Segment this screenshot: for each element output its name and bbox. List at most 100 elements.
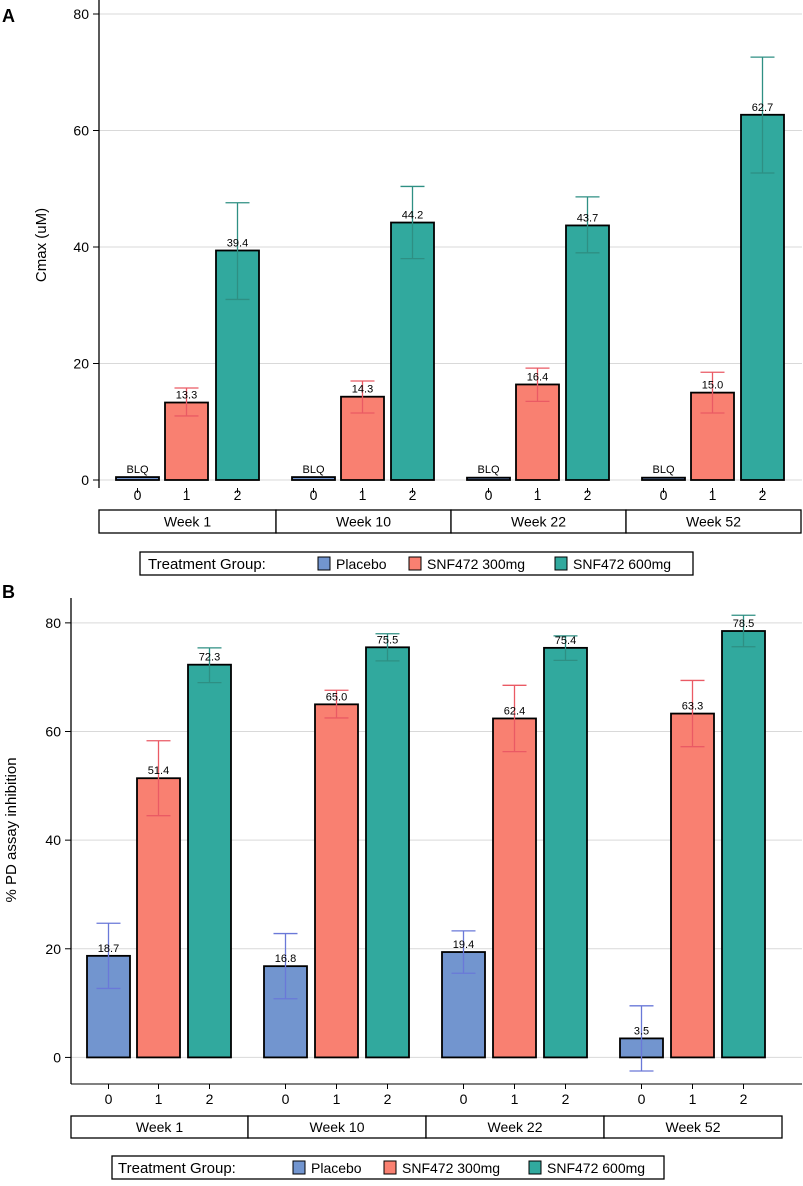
data-label: 18.7 — [98, 943, 119, 955]
y-tick-label: 0 — [81, 472, 89, 488]
bar-placebo — [115, 476, 160, 481]
week-label: Week 52 — [686, 514, 741, 530]
data-label: 14.3 — [352, 384, 373, 396]
y-tick-label: 0 — [53, 1049, 61, 1065]
data-label: 65.0 — [326, 691, 347, 703]
x-tick-label: 2 — [759, 487, 767, 503]
legend-swatch-placebo — [317, 556, 331, 571]
x-tick-label: 2 — [409, 487, 417, 503]
legend-label: SNF472 600mg — [573, 556, 671, 572]
data-label: BLQ — [302, 464, 324, 476]
week-label: Week 22 — [488, 1119, 543, 1135]
legend-label: SNF472 300mg — [427, 556, 525, 572]
data-label: 62.4 — [504, 705, 525, 717]
data-label: 15.0 — [702, 380, 723, 392]
data-label: 3.5 — [634, 1025, 649, 1037]
x-tick-label: 1 — [511, 1091, 519, 1107]
x-tick-label: 0 — [460, 1091, 468, 1107]
y-tick-label: 60 — [45, 724, 61, 740]
data-label: 75.5 — [377, 634, 398, 646]
x-tick-label: 0 — [134, 487, 142, 503]
x-tick-label: 0 — [638, 1091, 646, 1107]
data-label: BLQ — [477, 464, 499, 476]
bar-snf600 — [565, 224, 610, 481]
x-tick-label: 2 — [584, 487, 592, 503]
y-axis-label: % PD assay inhibition — [3, 757, 20, 902]
data-label: 16.4 — [527, 371, 548, 383]
x-tick-label: 0 — [310, 487, 318, 503]
legend-title: Treatment Group: — [118, 1160, 236, 1177]
x-tick-label: 2 — [384, 1091, 392, 1107]
data-label: 78.5 — [733, 618, 754, 630]
data-label: 62.7 — [752, 102, 773, 114]
x-tick-label: 1 — [534, 487, 542, 503]
y-tick-label: 80 — [45, 615, 61, 631]
bar-snf300 — [492, 717, 537, 1059]
data-label: 43.7 — [577, 212, 598, 224]
data-label: 51.4 — [148, 765, 169, 777]
data-label: 63.3 — [682, 701, 703, 713]
week-box — [625, 509, 802, 534]
data-label: 75.4 — [555, 635, 576, 647]
bar-placebo — [291, 476, 336, 481]
bar-snf600 — [543, 646, 588, 1059]
week-label: Week 52 — [666, 1119, 721, 1135]
week-label: Week 1 — [136, 1119, 183, 1135]
legend: Treatment Group: Placebo SNF472 300mg SNF47… — [111, 1155, 665, 1180]
data-label: 39.4 — [227, 237, 248, 249]
x-tick-label: 2 — [562, 1091, 570, 1107]
week-label: Week 10 — [310, 1119, 365, 1135]
x-tick-label: 1 — [183, 487, 191, 503]
legend-label: SNF472 300mg — [402, 1160, 500, 1176]
x-tick-label: 0 — [485, 487, 493, 503]
legend-label: SNF472 600mg — [547, 1160, 645, 1176]
panel-label: B — [2, 582, 15, 602]
x-tick-label: 1 — [709, 487, 717, 503]
legend-swatch-snf300 — [383, 1160, 397, 1175]
week-label: Week 22 — [511, 514, 566, 530]
bar-snf600 — [187, 663, 232, 1059]
bar-placebo — [641, 476, 686, 481]
bar-snf300 — [515, 383, 560, 481]
legend-swatch-placebo — [292, 1160, 306, 1175]
x-tick-label: 1 — [155, 1091, 163, 1107]
legend-label: Placebo — [311, 1160, 362, 1176]
bar-snf600 — [740, 113, 785, 481]
bar-snf300 — [136, 777, 181, 1059]
data-label: 72.3 — [199, 652, 220, 664]
y-tick-label: 80 — [73, 6, 89, 22]
bar-snf600 — [365, 646, 410, 1059]
week-box — [603, 1115, 783, 1139]
bar-snf600 — [390, 221, 435, 481]
data-label: 44.2 — [402, 210, 423, 222]
x-tick-label: 1 — [359, 487, 367, 503]
x-tick-label: 0 — [105, 1091, 113, 1107]
data-label: 19.4 — [453, 939, 474, 951]
week-label: Week 10 — [336, 514, 391, 530]
x-tick-label: 2 — [740, 1091, 748, 1107]
bar-snf300 — [670, 712, 715, 1059]
legend-swatch-snf600 — [528, 1160, 542, 1175]
x-tick-label: 0 — [660, 487, 668, 503]
y-tick-label: 20 — [73, 356, 89, 372]
x-tick-label: 2 — [234, 487, 242, 503]
data-label: 16.8 — [275, 953, 296, 965]
x-tick-label: 1 — [689, 1091, 697, 1107]
data-label: BLQ — [652, 464, 674, 476]
legend-swatch-snf600 — [554, 556, 568, 571]
y-tick-label: 60 — [73, 123, 89, 139]
week-label: Week 1 — [164, 514, 211, 530]
bar-snf600 — [721, 630, 766, 1059]
bar-snf300 — [314, 703, 359, 1059]
data-label: BLQ — [126, 464, 148, 476]
x-tick-label: 2 — [206, 1091, 214, 1107]
legend-swatch-snf300 — [408, 556, 422, 571]
x-tick-label: 1 — [333, 1091, 341, 1107]
y-tick-label: 20 — [45, 941, 61, 957]
legend: Treatment Group: Placebo SNF472 300mg SNF47… — [139, 551, 694, 576]
y-axis-label: Cmax (uM) — [33, 208, 50, 282]
legend-title: Treatment Group: — [148, 556, 266, 573]
y-tick-label: 40 — [45, 832, 61, 848]
